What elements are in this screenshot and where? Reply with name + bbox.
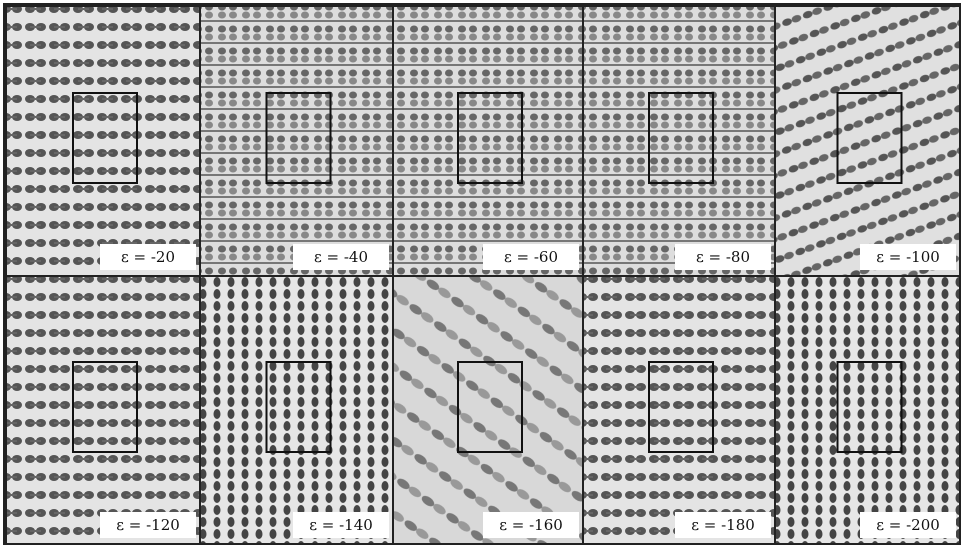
panel-image (393, 276, 583, 544)
panel-image (393, 6, 583, 276)
panel-image (775, 6, 960, 276)
panel-image (583, 276, 775, 544)
panel-image (6, 6, 200, 276)
panel-image (583, 6, 775, 276)
panel-image (200, 6, 393, 276)
figure: ε = -20 ε = -40 ε = -60 ε = -80 ε = -100 ε = … (0, 0, 964, 548)
panel-image (200, 276, 393, 544)
panel-label: ε = -140 (309, 516, 373, 534)
panel-label: ε = -20 (121, 248, 175, 266)
panel-label: ε = -80 (696, 248, 750, 266)
panel-label: ε = -180 (691, 516, 755, 534)
panel-label: ε = -60 (504, 248, 558, 266)
panel-label: ε = -160 (499, 516, 563, 534)
panel-image (6, 276, 200, 544)
panel-label: ε = -200 (876, 516, 940, 534)
panel-image (775, 276, 960, 544)
panel-label: ε = -120 (116, 516, 180, 534)
panel-label: ε = -100 (876, 248, 940, 266)
panel-label: ε = -40 (314, 248, 368, 266)
